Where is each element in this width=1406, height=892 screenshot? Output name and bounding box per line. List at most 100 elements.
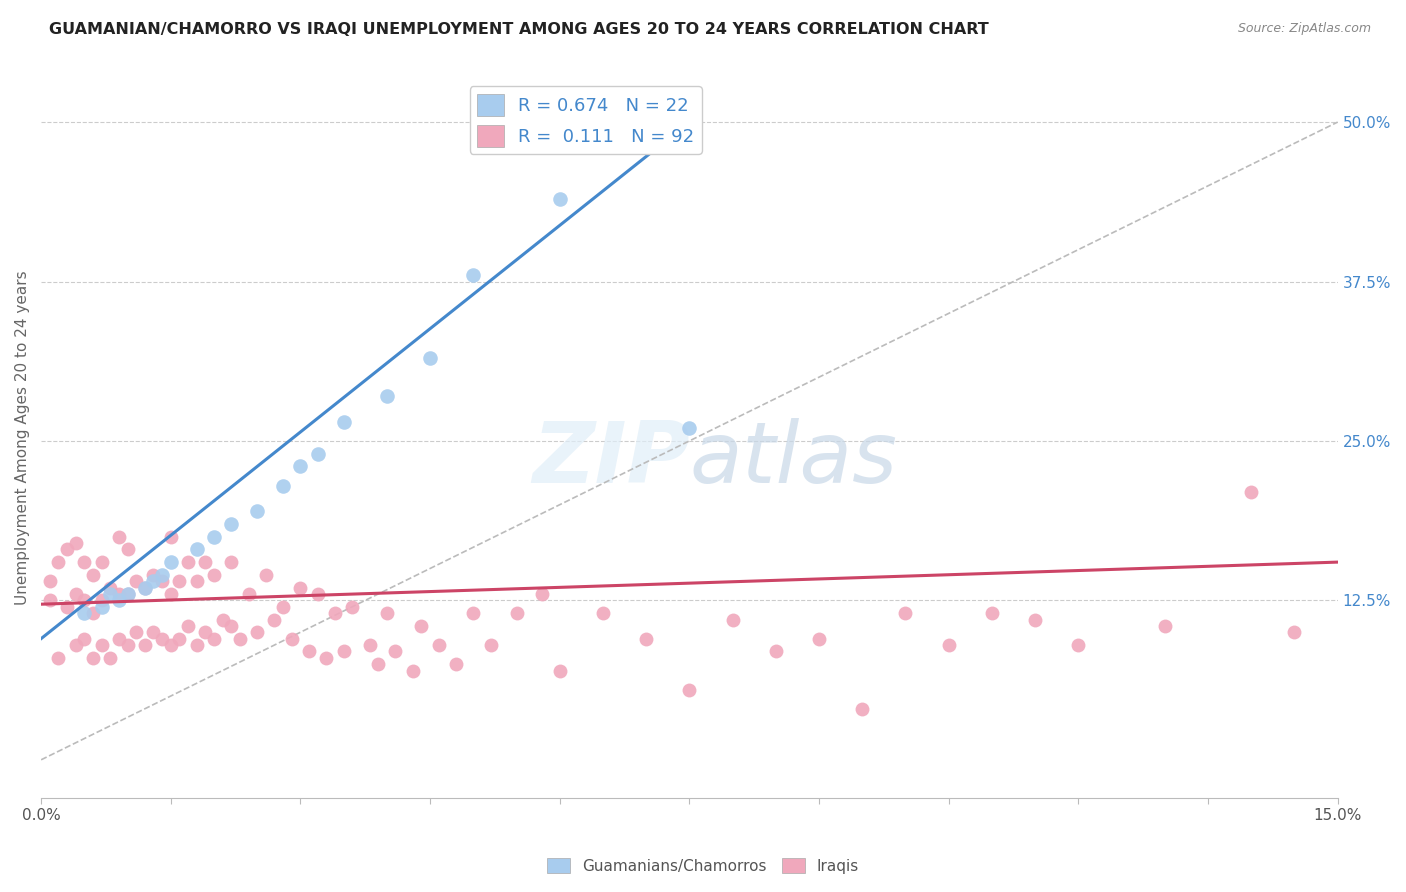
Point [419,351,441,365]
Point [73,593,96,607]
Point [125,574,148,589]
Point [65,536,87,550]
Text: ZIP: ZIP [531,417,689,501]
Point [219,555,242,569]
Point [851,702,873,716]
Point [202,632,225,646]
Point [290,581,312,595]
Point [194,555,217,569]
Point [82,567,104,582]
Point [342,599,364,614]
Point [548,664,571,678]
Point [90,599,112,614]
Point [1153,619,1175,633]
Point [211,613,233,627]
Point [765,644,787,658]
Point [98,650,121,665]
Point [219,516,242,531]
Point [505,606,527,620]
Point [463,268,485,282]
Point [38,574,60,589]
Point [1024,613,1046,627]
Point [315,650,337,665]
Point [375,606,398,620]
Point [108,593,131,607]
Point [117,638,139,652]
Text: GUAMANIAN/CHAMORRO VS IRAQI UNEMPLOYMENT AMONG AGES 20 TO 24 YEARS CORRELATION C: GUAMANIAN/CHAMORRO VS IRAQI UNEMPLOYMENT… [49,22,988,37]
Point [186,542,208,557]
Point [367,657,389,672]
Point [90,593,112,607]
Point [238,587,260,601]
Point [150,574,173,589]
Point [177,619,200,633]
Point [73,632,96,646]
Point [427,638,450,652]
Point [307,447,329,461]
Point [159,638,181,652]
Point [202,567,225,582]
Point [271,599,294,614]
Point [359,638,381,652]
Point [82,606,104,620]
Point [108,632,131,646]
Point [159,555,181,569]
Point [636,632,658,646]
Point [90,555,112,569]
Point [938,638,960,652]
Point [134,581,156,595]
Point [281,632,304,646]
Point [134,581,156,595]
Point [48,650,70,665]
Point [90,638,112,652]
Point [444,657,467,672]
Point [463,606,485,620]
Point [721,613,744,627]
Text: atlas: atlas [689,417,897,501]
Point [1284,625,1306,640]
Legend: R = 0.674   N = 22, R =  0.111   N = 92: R = 0.674 N = 22, R = 0.111 N = 92 [470,87,702,154]
Point [186,574,208,589]
Point [411,619,433,633]
Point [402,664,425,678]
Point [117,587,139,601]
Point [271,478,294,492]
Point [202,530,225,544]
Point [678,421,700,435]
Point [142,574,165,589]
Point [159,530,181,544]
Point [65,587,87,601]
Point [332,415,354,429]
Legend: Guamanians/Chamorros, Iraqis: Guamanians/Chamorros, Iraqis [541,852,865,880]
Text: Source: ZipAtlas.com: Source: ZipAtlas.com [1237,22,1371,36]
Point [263,613,285,627]
Point [56,542,79,557]
Point [108,530,131,544]
Point [48,555,70,569]
Point [1067,638,1090,652]
Point [1240,485,1263,500]
Point [980,606,1002,620]
Point [117,542,139,557]
Point [808,632,831,646]
Point [678,682,700,697]
Point [186,638,208,652]
Point [169,574,191,589]
Point [246,504,269,518]
Point [142,567,165,582]
Point [298,644,321,658]
Point [98,587,121,601]
Point [229,632,252,646]
Point [117,587,139,601]
Point [548,192,571,206]
Point [375,389,398,403]
Y-axis label: Unemployment Among Ages 20 to 24 years: Unemployment Among Ages 20 to 24 years [15,270,30,605]
Point [150,567,173,582]
Point [125,625,148,640]
Point [108,587,131,601]
Point [159,587,181,601]
Point [254,567,277,582]
Point [56,599,79,614]
Point [82,650,104,665]
Point [73,555,96,569]
